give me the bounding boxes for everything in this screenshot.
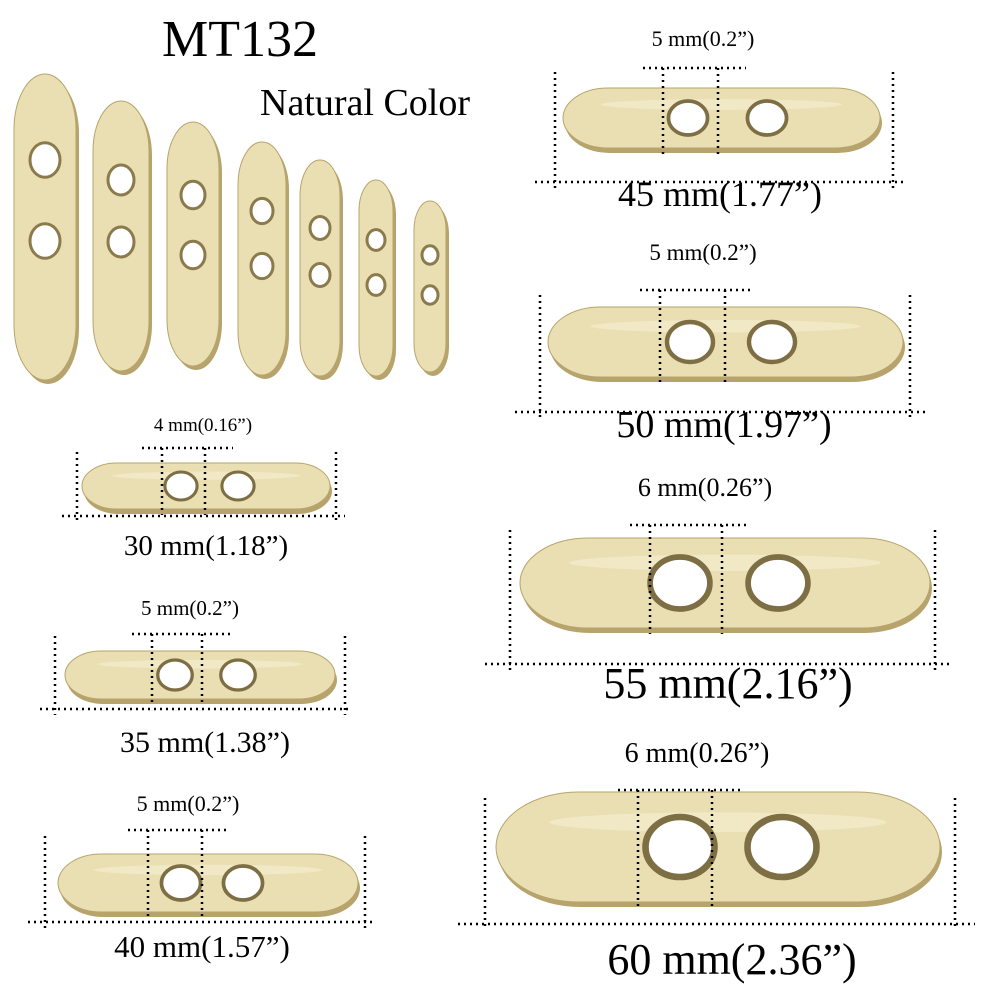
toggle-button-50 — [515, 288, 928, 418]
vertical-toggle-button — [413, 200, 449, 376]
length-label-45: 45 mm(1.77”) — [618, 174, 822, 214]
hole-size-label-50: 5 mm(0.2”) — [649, 240, 757, 265]
toggle-hole — [420, 284, 440, 306]
toggle-button-30 — [62, 446, 345, 522]
toggle-hole — [179, 239, 207, 271]
vertical-toggle-button — [92, 100, 152, 375]
toggle-body — [547, 306, 904, 378]
toggle-hole — [647, 554, 713, 612]
toggle-body — [495, 791, 941, 903]
hole-size-label-35: 5 mm(0.2”) — [141, 596, 239, 620]
toggle-hole — [163, 470, 199, 502]
toggle-hole — [221, 864, 265, 902]
toggle-body — [64, 650, 336, 700]
toggle-hole — [420, 244, 440, 266]
length-label-40: 40 mm(1.57”) — [114, 929, 290, 964]
toggle-hole — [156, 658, 194, 692]
toggle-hole — [219, 658, 257, 692]
toggle-button-55 — [485, 523, 950, 670]
toggle-hole — [746, 319, 798, 365]
toggle-button-60 — [458, 788, 975, 930]
toggle-body — [562, 87, 881, 149]
vertical-toggle-button — [13, 73, 79, 384]
toggle-hole — [664, 319, 716, 365]
hole-size-label-40: 5 mm(0.2”) — [136, 791, 240, 816]
toggle-hole — [106, 163, 136, 197]
toggle-hole — [666, 99, 710, 137]
toggle-hole — [106, 225, 136, 259]
toggle-body — [57, 853, 359, 913]
toggle-hole — [365, 228, 387, 252]
toggle-hole — [249, 196, 275, 226]
toggle-button-45 — [535, 66, 905, 188]
toggle-button-40 — [28, 828, 372, 928]
toggle-button-35 — [40, 632, 352, 715]
toggle-hole — [308, 215, 332, 241]
toggle-highlight — [94, 864, 322, 876]
hole-size-label-45: 5 mm(0.2”) — [651, 26, 755, 51]
vertical-toggle-button — [358, 179, 396, 380]
vertical-toggle-button — [166, 121, 222, 370]
horizontal-toggle-group — [28, 66, 975, 930]
length-label-50: 50 mm(1.97”) — [616, 404, 832, 446]
length-label-35: 35 mm(1.38”) — [120, 726, 290, 759]
toggle-body — [519, 537, 931, 629]
toggle-hole — [745, 99, 789, 137]
length-label-55: 55 mm(2.16”) — [603, 659, 853, 708]
toggle-hole — [159, 864, 203, 902]
toggle-highlight — [569, 554, 881, 571]
length-label-60: 60 mm(2.36”) — [607, 935, 857, 984]
toggle-hole — [744, 813, 820, 881]
hole-size-label-30: 4 mm(0.16”) — [153, 415, 253, 436]
toggle-hole — [365, 273, 387, 297]
vertical-toggle-button — [299, 159, 343, 380]
hole-size-label-60: 6 mm(0.26”) — [624, 738, 770, 769]
toggle-highlight — [111, 471, 301, 480]
toggle-hole — [745, 554, 811, 612]
color-name: Natural Color — [260, 82, 471, 124]
toggle-highlight — [97, 659, 303, 669]
hole-size-label-55: 6 mm(0.26”) — [637, 473, 773, 502]
toggle-hole — [179, 179, 207, 211]
toggle-hole — [249, 251, 275, 281]
vertical-toggle-group — [13, 73, 449, 384]
toggle-highlight — [601, 99, 842, 110]
length-label-30: 30 mm(1.18”) — [123, 530, 289, 562]
toggle-hole — [308, 262, 332, 288]
toggle-highlight — [549, 812, 887, 833]
product-code: MT132 — [162, 11, 318, 68]
toggle-hole — [28, 141, 62, 179]
vertical-toggle-button — [237, 141, 289, 379]
toggle-hole — [642, 813, 718, 881]
toggle-hole — [28, 222, 62, 260]
toggle-hole — [220, 470, 256, 502]
